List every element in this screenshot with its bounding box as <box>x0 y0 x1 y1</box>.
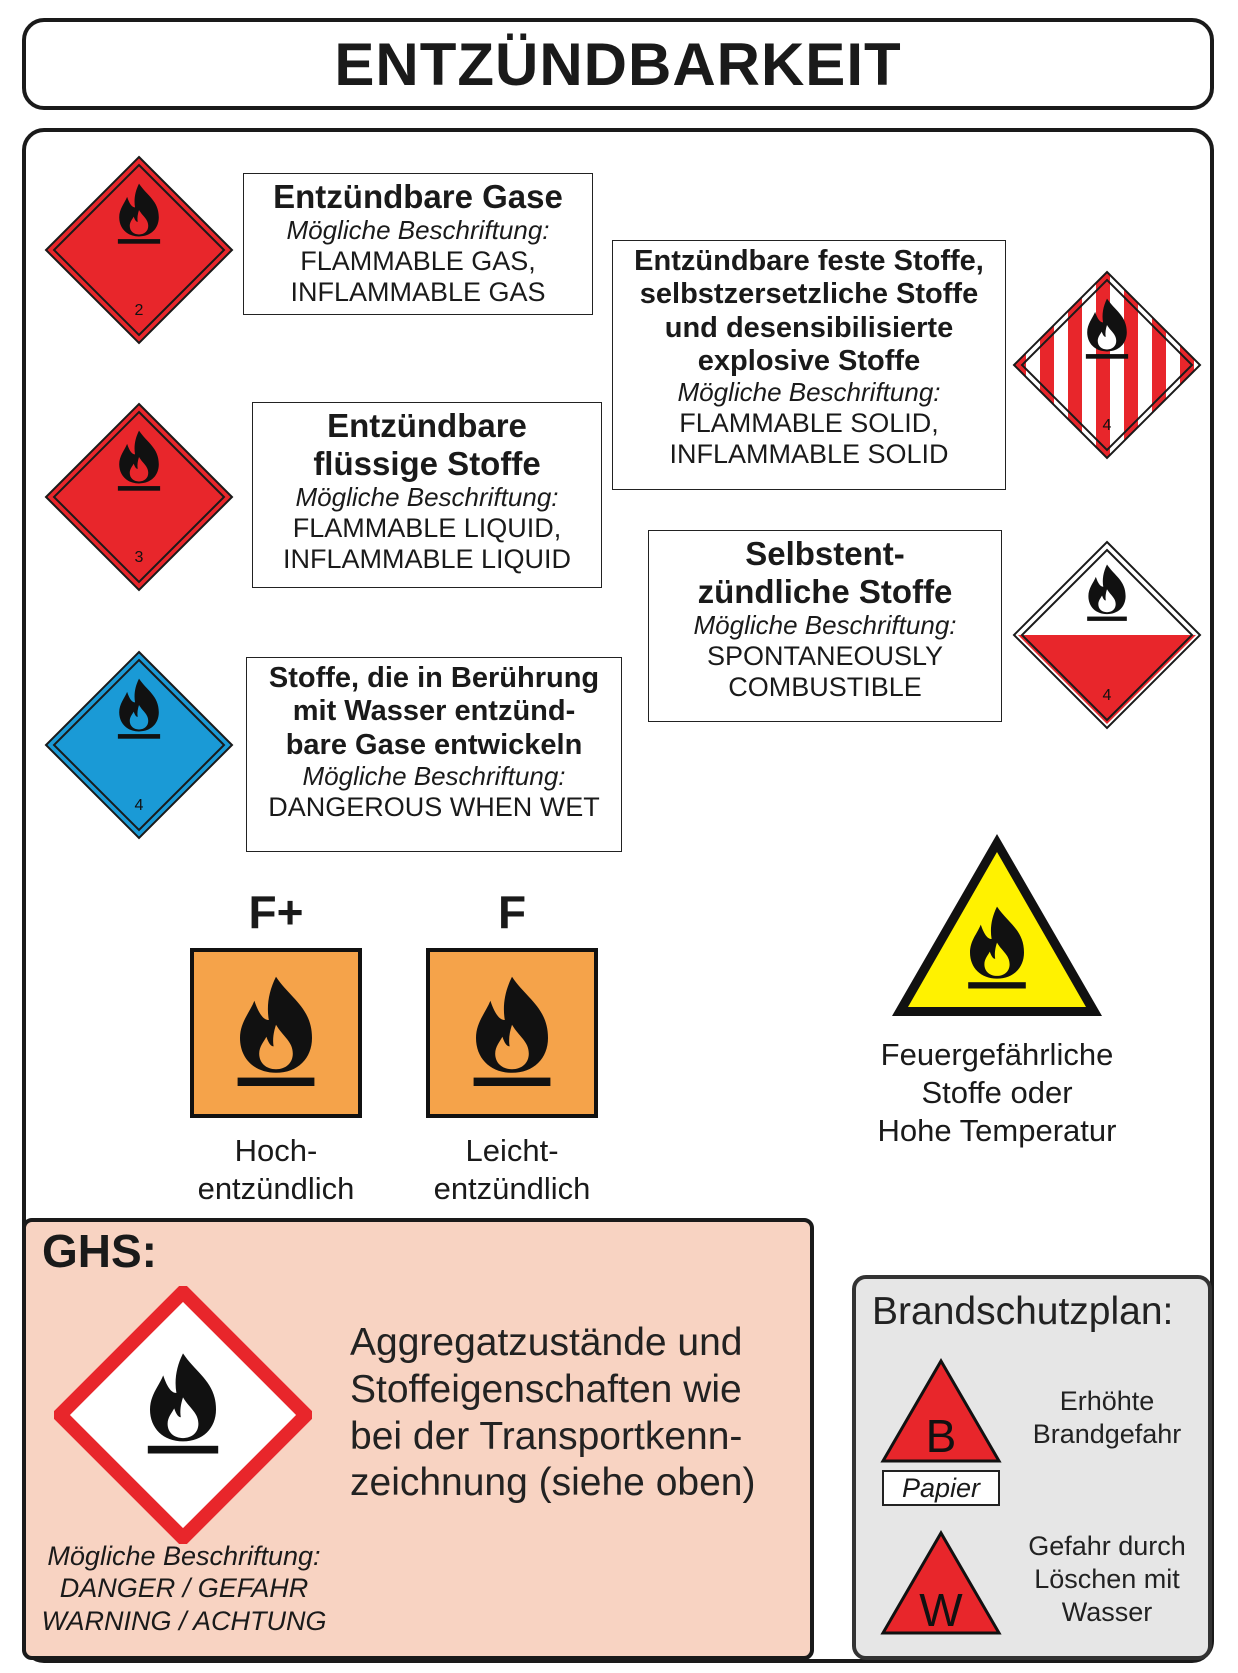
ghs-line1: DANGER / GEFAHR <box>59 1573 309 1604</box>
highly-flammable-symbol <box>190 948 362 1118</box>
class-number: 3 <box>135 549 144 566</box>
wet-info-box: Stoffe, die in Berührung mit Wasser entz… <box>246 657 622 852</box>
papier-tag: Papier <box>882 1470 1000 1506</box>
title-box: ENTZÜNDBARKEIT <box>22 18 1214 110</box>
liquid-line2: INFLAMMABLE LIQUID <box>282 543 572 574</box>
highly-flammable-caption: Hoch- entzündlich <box>176 1132 376 1208</box>
gas-caption: Mögliche Beschriftung: <box>286 214 550 245</box>
flammable-solid-placard: 4 <box>1012 270 1202 460</box>
dangerous-when-wet-placard: 4 <box>44 650 234 840</box>
solid-caption: Mögliche Beschriftung: <box>677 377 941 408</box>
ghs-text-line: bei der Transportkenn- <box>350 1414 743 1458</box>
spontaneous-line2: COMBUSTIBLE <box>728 671 922 702</box>
warning-caption: Feuergefährliche Stoffe oder Hohe Temper… <box>850 1036 1144 1149</box>
solid-line2: INFLAMMABLE SOLID <box>669 439 949 470</box>
f-label: F <box>497 886 527 938</box>
gas-line2: INFLAMMABLE GAS <box>290 276 546 307</box>
fire-warning-triangle <box>892 834 1102 1016</box>
loeschgefahr-triangle: W <box>880 1530 1002 1636</box>
solid-info-box: Entzündbare feste Stoffe, selbstzersetzl… <box>612 240 1006 490</box>
ghs-line2: WARNING / ACHTUNG <box>41 1605 327 1636</box>
page-title: ENTZÜNDBARKEIT <box>334 30 902 98</box>
brandgefahr-triangle: B <box>880 1358 1002 1463</box>
liquid-caption: Mögliche Beschriftung: <box>295 481 559 512</box>
ghs-title: GHS: <box>42 1225 157 1277</box>
main-panel <box>22 128 1214 1663</box>
spontaneously-combustible-placard: 4 <box>1012 540 1202 730</box>
ghs-text-line: Stoffeigenschaften wie <box>350 1367 742 1411</box>
ghs-text-line: zeichnung (siehe oben) <box>350 1461 756 1505</box>
w-letter: W <box>919 1584 963 1636</box>
caption-line: Feuergefährliche <box>880 1037 1114 1072</box>
bsp-line: Löschen mit <box>1034 1563 1180 1594</box>
bsp-line: Erhöhte <box>1059 1386 1155 1416</box>
caption-line: entzündlich <box>433 1170 591 1206</box>
spontaneous-caption: Mögliche Beschriftung: <box>693 609 957 640</box>
class-number: 4 <box>1103 417 1112 434</box>
wet-heading-3: bare Gase entwickeln <box>285 728 583 761</box>
liquid-class-3-placard: 3 <box>44 402 234 592</box>
wet-line1: DANGEROUS WHEN WET <box>268 791 600 822</box>
class-number: 4 <box>1103 687 1112 704</box>
ghs-caption: Mögliche Beschriftung: <box>47 1541 321 1571</box>
wet-heading-2: mit Wasser entzünd- <box>292 695 576 728</box>
brandschutzplan-title: Brandschutzplan: <box>872 1290 1174 1333</box>
b-letter: B <box>926 1410 957 1462</box>
spontaneous-heading-2: zündliche Stoffe <box>697 572 953 610</box>
caption-line: Leicht- <box>465 1133 559 1168</box>
class-number: 4 <box>135 797 144 814</box>
gas-info-box: Entzündbare Gase Mögliche Beschriftung: … <box>243 173 593 315</box>
bsp-line: Wasser <box>1061 1596 1153 1627</box>
gas-line1: FLAMMABLE GAS, <box>300 245 536 276</box>
spontaneous-info-box: Selbstent- zündliche Stoffe Mögliche Bes… <box>648 530 1002 722</box>
liquid-heading-1: Entzündbare <box>327 407 527 444</box>
solid-heading-1: Entzündbare feste Stoffe, <box>634 245 984 277</box>
loeschgefahr-text: Gefahr durch Löschen mit Wasser <box>1012 1530 1202 1629</box>
brandgefahr-text: Erhöhte Brandgefahr <box>1012 1385 1202 1451</box>
liquid-heading-2: flüssige Stoffe <box>313 444 541 482</box>
ghs-text-line: Aggregatzustände und <box>350 1321 743 1364</box>
caption-line: Hohe Temperatur <box>877 1112 1117 1148</box>
wet-caption: Mögliche Beschriftung: <box>302 761 566 792</box>
gas-heading: Entzündbare Gase <box>273 178 563 215</box>
caption-line: entzündlich <box>197 1170 355 1206</box>
solid-heading-3: und desensibilisierte <box>664 311 954 344</box>
gas-class-2-placard: 2 <box>44 155 234 345</box>
easily-flammable-caption: Leicht- entzündlich <box>412 1132 612 1208</box>
f-plus-label: F+ <box>248 886 304 938</box>
ghs-description: Aggregatzustände und Stoffeigenschaften … <box>350 1320 800 1507</box>
ghs-signal-words: Mögliche Beschriftung: DANGER / GEFAHR W… <box>24 1540 344 1637</box>
easily-flammable-symbol <box>426 948 598 1118</box>
liquid-line1: FLAMMABLE LIQUID, <box>292 512 562 543</box>
ghs-flame-pictogram <box>54 1286 312 1544</box>
solid-line1: FLAMMABLE SOLID, <box>679 408 939 439</box>
bsp-line: Brandgefahr <box>1032 1418 1182 1449</box>
solid-heading-4: explosive Stoffe <box>697 345 921 378</box>
class-number: 2 <box>135 302 144 319</box>
solid-heading-2: selbstzersetzliche Stoffe <box>639 278 979 311</box>
wet-heading-1: Stoffe, die in Berührung <box>268 662 600 694</box>
spontaneous-line1: SPONTANEOUSLY <box>706 640 944 671</box>
bsp-line: Gefahr durch <box>1028 1531 1186 1561</box>
caption-line: Hoch- <box>234 1133 318 1168</box>
spontaneous-heading-1: Selbstent- <box>745 535 905 572</box>
liquid-info-box: Entzündbare flüssige Stoffe Mögliche Bes… <box>252 402 602 588</box>
caption-line: Stoffe oder <box>921 1074 1073 1110</box>
